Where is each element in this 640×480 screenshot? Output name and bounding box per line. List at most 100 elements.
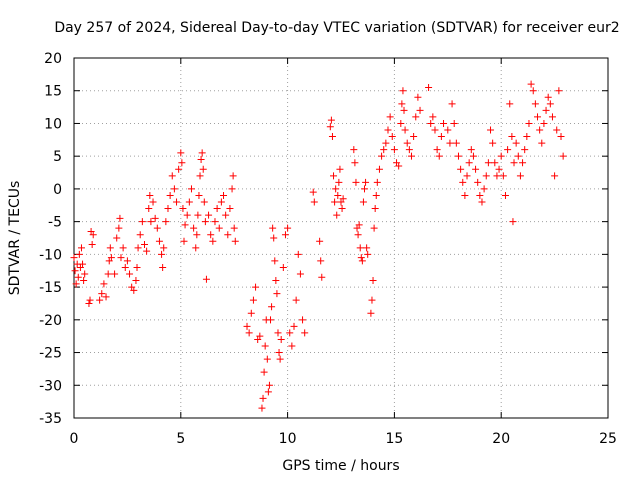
data-point — [317, 257, 325, 265]
data-point — [132, 277, 140, 285]
data-point — [454, 152, 462, 160]
data-point — [501, 191, 509, 199]
data-point — [362, 178, 370, 186]
data-point — [474, 178, 482, 186]
data-point — [228, 185, 236, 193]
data-point — [491, 159, 499, 167]
data-point — [284, 224, 292, 232]
data-point — [373, 178, 381, 186]
data-point — [277, 335, 285, 343]
data-point — [267, 316, 275, 324]
data-point — [358, 257, 366, 265]
data-point — [181, 221, 189, 229]
data-point — [179, 205, 187, 213]
data-point — [145, 205, 153, 213]
data-point — [437, 133, 445, 141]
data-point — [74, 273, 82, 281]
data-point — [296, 270, 304, 278]
data-point — [548, 113, 556, 121]
data-point — [521, 146, 529, 154]
data-points — [70, 80, 567, 412]
data-point — [80, 277, 88, 285]
data-point — [299, 316, 307, 324]
data-point — [205, 211, 213, 219]
data-point — [178, 159, 186, 167]
data-point — [416, 106, 424, 114]
data-point — [106, 244, 114, 252]
data-point — [378, 152, 386, 160]
data-point — [446, 139, 454, 147]
data-point — [433, 146, 441, 154]
plot-frame — [73, 57, 609, 419]
data-point — [457, 165, 465, 173]
data-point — [88, 241, 96, 249]
data-point — [72, 280, 80, 288]
data-point — [213, 205, 221, 213]
data-point — [229, 172, 237, 180]
data-point — [187, 185, 195, 193]
data-point — [459, 178, 467, 186]
data-point — [328, 133, 336, 141]
y-tick-label: -30 — [39, 378, 62, 394]
data-point — [327, 116, 335, 124]
data-point — [382, 139, 390, 147]
data-point — [215, 224, 223, 232]
data-point — [260, 368, 268, 376]
data-point — [77, 244, 85, 252]
data-point — [398, 100, 406, 108]
y-tick-label: -20 — [39, 313, 62, 329]
data-point — [429, 113, 437, 121]
data-point — [301, 329, 309, 337]
chart-title: Day 257 of 2024, Sidereal Day-to-day VTE… — [54, 20, 619, 36]
data-point — [130, 286, 138, 294]
data-point — [168, 172, 176, 180]
data-point — [265, 381, 273, 389]
data-point — [330, 172, 338, 180]
data-point — [544, 93, 552, 101]
x-tick-label: 25 — [599, 431, 617, 447]
data-point — [220, 191, 228, 199]
data-point — [412, 113, 420, 121]
data-point — [247, 309, 255, 317]
data-point — [166, 191, 174, 199]
data-point — [478, 198, 486, 206]
data-point — [119, 244, 127, 252]
data-point — [70, 254, 78, 262]
data-point — [386, 113, 394, 121]
data-point — [196, 172, 204, 180]
data-point — [318, 273, 326, 281]
data-point — [516, 172, 524, 180]
data-point — [276, 355, 284, 363]
data-point — [230, 224, 238, 232]
data-point — [527, 80, 535, 88]
data-point — [316, 237, 324, 245]
data-point — [339, 195, 347, 203]
y-tick-label: 10 — [44, 116, 62, 132]
data-point — [136, 231, 144, 239]
data-point — [335, 178, 343, 186]
data-point — [534, 113, 542, 121]
data-point — [506, 100, 514, 108]
data-point — [495, 165, 503, 173]
data-point — [177, 149, 185, 157]
data-point — [448, 100, 456, 108]
data-point — [425, 83, 433, 91]
data-point — [259, 394, 267, 402]
data-point — [525, 119, 533, 127]
data-point — [249, 296, 257, 304]
data-point — [333, 211, 341, 219]
data-point — [180, 237, 188, 245]
data-point — [331, 198, 339, 206]
data-point — [173, 198, 181, 206]
data-point — [102, 293, 110, 301]
data-point — [199, 165, 207, 173]
data-point — [264, 388, 272, 396]
data-point — [138, 218, 146, 226]
data-point — [261, 342, 269, 350]
data-point — [207, 231, 215, 239]
data-point — [170, 185, 178, 193]
data-point — [222, 211, 230, 219]
data-point — [364, 250, 372, 258]
axis-ticks: 0 5 10 15 20 25 -35 -30 -25 -20 -15 -10 -5 0 5 10 15 20 — [39, 51, 617, 447]
